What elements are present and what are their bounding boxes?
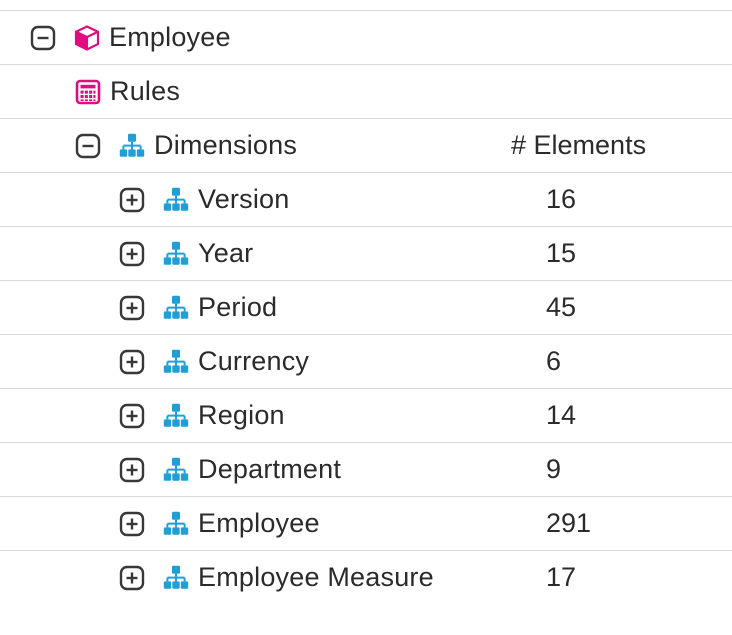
tree-row-label: Employee bbox=[198, 508, 320, 538]
tree-row-region[interactable]: Region 14 bbox=[0, 388, 732, 442]
hierarchy-icon bbox=[163, 241, 189, 267]
expand-toggle-icon[interactable] bbox=[119, 187, 145, 213]
hierarchy-icon bbox=[119, 133, 145, 159]
tree-row-rules[interactable]: Rules bbox=[0, 64, 732, 118]
element-count: 14 bbox=[546, 399, 577, 430]
hierarchy-icon bbox=[163, 511, 189, 537]
tree-row-label: Rules bbox=[110, 76, 181, 106]
tree-row-year[interactable]: Year 15 bbox=[0, 226, 732, 280]
tree-row-label: Region bbox=[198, 400, 285, 430]
tree-row-label: Currency bbox=[198, 346, 310, 376]
element-count: 9 bbox=[546, 453, 562, 484]
tree-row-employee-dimension[interactable]: Employee 291 bbox=[0, 496, 732, 550]
hierarchy-icon bbox=[163, 187, 189, 213]
calculator-grid-icon bbox=[75, 79, 101, 105]
element-count: 17 bbox=[546, 561, 577, 592]
elements-column-header: # Elements bbox=[511, 129, 647, 160]
tree-row-currency[interactable]: Currency 6 bbox=[0, 334, 732, 388]
tree-row-label: Year bbox=[198, 238, 254, 268]
tree-row-version[interactable]: Version 16 bbox=[0, 172, 732, 226]
hierarchy-icon bbox=[163, 457, 189, 483]
cube-tree: Employee Rules Dimensions # Elements Ver… bbox=[0, 10, 732, 604]
tree-row-label: Department bbox=[198, 454, 342, 484]
tree-row-label: Employee bbox=[109, 22, 231, 52]
element-count: 291 bbox=[546, 507, 592, 538]
tree-row-department[interactable]: Department 9 bbox=[0, 442, 732, 496]
tree-row-dimensions[interactable]: Dimensions # Elements bbox=[0, 118, 732, 172]
tree-row-employee-measure[interactable]: Employee Measure 17 bbox=[0, 550, 732, 604]
collapse-toggle-icon[interactable] bbox=[75, 133, 101, 159]
expand-toggle-icon[interactable] bbox=[119, 403, 145, 429]
tree-row-label: Version bbox=[198, 184, 290, 214]
expand-toggle-icon[interactable] bbox=[119, 511, 145, 537]
collapse-toggle-icon[interactable] bbox=[30, 25, 56, 51]
hierarchy-icon bbox=[163, 349, 189, 375]
expand-toggle-icon[interactable] bbox=[119, 241, 145, 267]
cube-icon bbox=[74, 25, 100, 51]
tree-row-label: Period bbox=[198, 292, 278, 322]
tree-row-label: Employee Measure bbox=[198, 562, 434, 592]
hierarchy-icon bbox=[163, 565, 189, 591]
tree-row-employee-cube[interactable]: Employee bbox=[0, 10, 732, 64]
hierarchy-icon bbox=[163, 403, 189, 429]
element-count: 15 bbox=[546, 237, 577, 268]
expand-toggle-icon[interactable] bbox=[119, 457, 145, 483]
hierarchy-icon bbox=[163, 295, 189, 321]
expand-toggle-icon[interactable] bbox=[119, 295, 145, 321]
element-count: 6 bbox=[546, 345, 562, 376]
element-count: 16 bbox=[546, 183, 577, 214]
expand-toggle-icon[interactable] bbox=[119, 565, 145, 591]
expand-toggle-icon[interactable] bbox=[119, 349, 145, 375]
tree-row-period[interactable]: Period 45 bbox=[0, 280, 732, 334]
element-count: 45 bbox=[546, 291, 577, 322]
tree-row-label: Dimensions bbox=[154, 130, 298, 160]
